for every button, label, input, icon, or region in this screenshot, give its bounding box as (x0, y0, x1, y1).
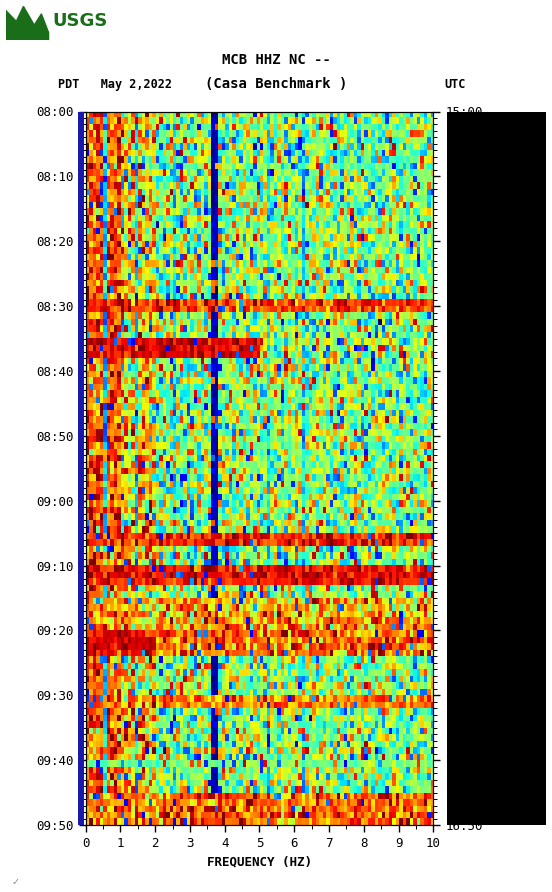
Text: USGS: USGS (52, 12, 108, 30)
Text: MCB HHZ NC --: MCB HHZ NC -- (221, 54, 331, 68)
Text: (Casa Benchmark ): (Casa Benchmark ) (205, 77, 347, 91)
Text: UTC: UTC (444, 78, 466, 91)
Text: PDT   May 2,2022: PDT May 2,2022 (58, 78, 172, 91)
Text: ✓: ✓ (11, 877, 19, 887)
X-axis label: FREQUENCY (HZ): FREQUENCY (HZ) (207, 855, 312, 869)
Polygon shape (6, 6, 49, 40)
